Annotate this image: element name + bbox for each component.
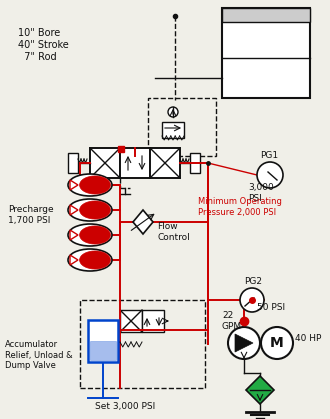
Text: Flow
Control: Flow Control xyxy=(157,222,190,242)
Text: Accumulator
Relief, Unload &
Dump Valve: Accumulator Relief, Unload & Dump Valve xyxy=(5,340,73,370)
Bar xyxy=(148,98,216,156)
Ellipse shape xyxy=(80,251,111,269)
Circle shape xyxy=(168,107,178,117)
Polygon shape xyxy=(70,255,78,265)
Circle shape xyxy=(257,162,283,188)
Circle shape xyxy=(261,327,293,359)
Ellipse shape xyxy=(80,176,111,194)
Polygon shape xyxy=(70,180,78,190)
Text: PG2: PG2 xyxy=(244,277,262,287)
Text: 40 HP: 40 HP xyxy=(295,334,321,342)
Circle shape xyxy=(228,327,260,359)
Ellipse shape xyxy=(68,224,112,246)
Bar xyxy=(88,320,118,362)
Bar xyxy=(80,300,205,388)
Polygon shape xyxy=(246,376,274,404)
Bar xyxy=(190,153,200,173)
Bar xyxy=(90,341,116,360)
Ellipse shape xyxy=(80,226,111,244)
Text: 22
GPM: 22 GPM xyxy=(222,311,242,331)
Bar xyxy=(142,310,164,332)
Text: 3,000
PSI: 3,000 PSI xyxy=(248,183,274,203)
Bar xyxy=(222,8,310,98)
Text: Set 3,000 PSI: Set 3,000 PSI xyxy=(95,401,155,411)
Text: PG1: PG1 xyxy=(260,150,278,160)
Bar xyxy=(90,148,120,178)
Text: 10" Bore
40" Stroke
  7" Rod: 10" Bore 40" Stroke 7" Rod xyxy=(18,28,69,62)
Bar xyxy=(120,310,142,332)
Ellipse shape xyxy=(68,199,112,221)
Ellipse shape xyxy=(68,249,112,271)
Text: Minimum Operating
Pressure 2,000 PSI: Minimum Operating Pressure 2,000 PSI xyxy=(198,197,282,217)
Bar xyxy=(120,148,150,178)
Text: 50 PSI: 50 PSI xyxy=(257,303,285,313)
Text: M: M xyxy=(270,336,284,350)
Polygon shape xyxy=(235,334,253,352)
Polygon shape xyxy=(70,205,78,215)
Bar xyxy=(68,153,78,173)
Polygon shape xyxy=(70,230,78,240)
Ellipse shape xyxy=(68,174,112,196)
Bar xyxy=(222,8,310,22)
Bar xyxy=(150,148,180,178)
Text: Precharge
1,700 PSI: Precharge 1,700 PSI xyxy=(8,205,53,225)
Circle shape xyxy=(240,288,264,312)
Polygon shape xyxy=(133,210,153,234)
Ellipse shape xyxy=(80,201,111,219)
Bar xyxy=(162,122,184,138)
